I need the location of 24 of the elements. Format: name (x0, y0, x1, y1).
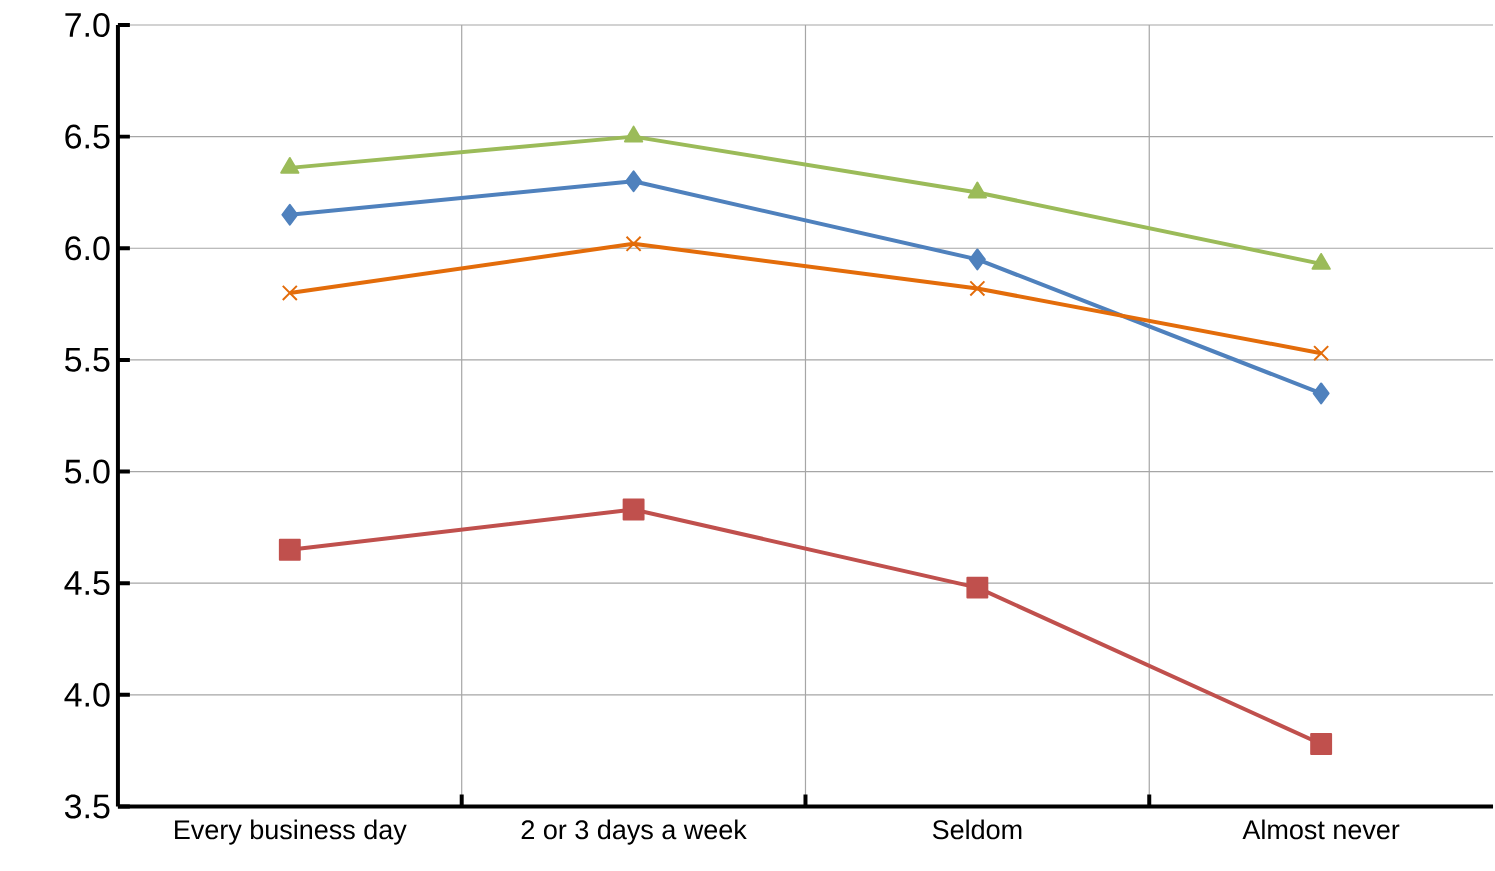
point (625, 170, 643, 193)
point (966, 576, 989, 599)
point (968, 248, 986, 271)
y-tick-label: 7.0 (65, 12, 110, 37)
point (281, 284, 298, 301)
point (1310, 732, 1333, 755)
x-tick-label: Almost never (1242, 819, 1400, 840)
y-tick-label: 6.5 (65, 124, 110, 149)
y-tick-label: 5.5 (65, 347, 110, 372)
point (969, 280, 986, 297)
x-tick-label: 2 or 3 days a week (521, 819, 747, 845)
x-tick-label: Seldom (932, 819, 1022, 840)
x-tick-label: Every business day (175, 819, 407, 845)
point (625, 235, 642, 252)
y-tick-label: 6.0 (65, 236, 110, 261)
point (1313, 344, 1330, 362)
point (278, 538, 301, 561)
point (622, 498, 645, 521)
point (281, 203, 299, 226)
y-tick-label: 3.5 (64, 794, 110, 819)
y-tick-label: 4.0 (64, 682, 110, 707)
point (1312, 382, 1330, 405)
y-tick-label: 4.5 (64, 571, 110, 595)
y-tick-label: 5.0 (65, 459, 110, 484)
